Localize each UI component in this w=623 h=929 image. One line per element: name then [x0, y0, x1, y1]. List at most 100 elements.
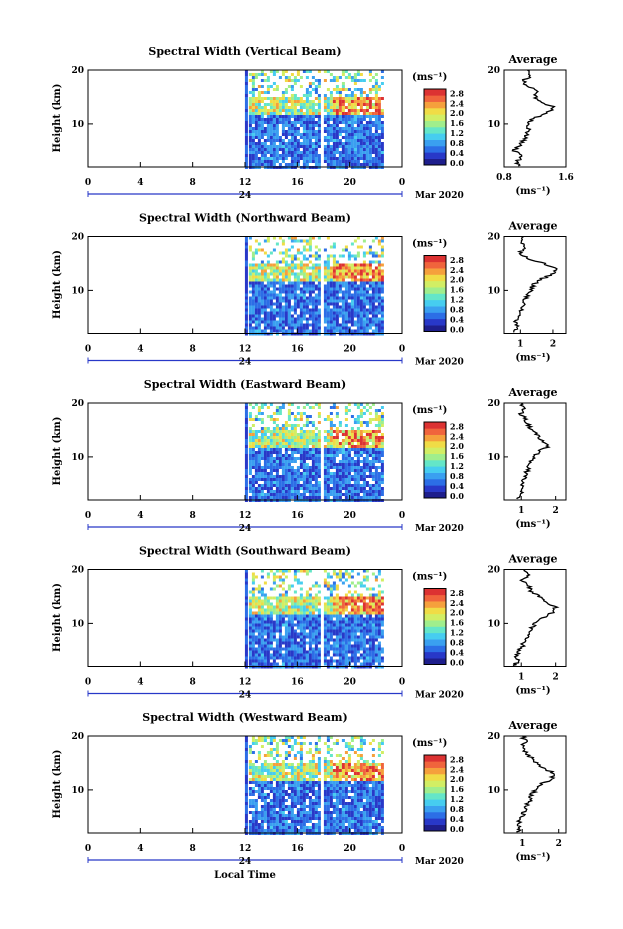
heatmap-cell [368, 599, 372, 603]
heatmap-cell [329, 157, 333, 160]
heatmap-cell [284, 623, 288, 627]
heatmap-cell [260, 275, 264, 279]
heatmap-cell [293, 484, 297, 487]
heatmap-cell [284, 569, 288, 573]
heatmap-cell [368, 79, 372, 82]
heatmap-cell [257, 656, 261, 660]
heatmap-cell [329, 448, 333, 451]
heatmap-cell [311, 160, 315, 163]
heatmap-cell [278, 614, 282, 618]
heatmap-cell [329, 103, 333, 106]
heatmap-cell [353, 263, 357, 267]
heatmap-cells [244, 403, 384, 502]
heatmap-cell [317, 293, 321, 297]
heatmap-cell [368, 115, 372, 118]
heatmap-cell [263, 484, 267, 487]
heatmap-cell [302, 445, 306, 448]
heatmap-cell [344, 281, 348, 285]
heatmap-cell [362, 275, 366, 279]
heatmap-cell [368, 317, 372, 321]
heatmap-cell [248, 302, 252, 306]
heatmap-cell [266, 599, 270, 603]
heatmap-cell [248, 281, 252, 285]
heatmap-cell [251, 121, 255, 124]
heatmap-cell [308, 94, 312, 97]
heatmap-cell [284, 109, 288, 112]
colorbar-segment [424, 485, 446, 492]
heatmap-cell [269, 463, 273, 466]
heatmap-cell [272, 463, 276, 466]
heatmap-cell [347, 266, 351, 270]
heatmap-cell [365, 454, 369, 457]
heatmap-cell [335, 145, 339, 148]
heatmap-cell [248, 436, 252, 439]
panel-3: Spectral Width (Eastward Beam)2010Height… [52, 378, 567, 534]
x-tick-label: 8 [190, 345, 196, 355]
heatmap-cell [344, 481, 348, 484]
heatmap-cell [257, 775, 261, 778]
heatmap-cell [251, 308, 255, 312]
heatmap-cell [365, 326, 369, 330]
heatmap-cell [272, 236, 276, 240]
heatmap-cell [374, 154, 378, 157]
heatmap-cell [254, 650, 258, 654]
heatmap-cell [341, 145, 345, 148]
day-tick-label: 24 [239, 191, 252, 201]
heatmap-cell [377, 106, 381, 109]
heatmap-cell [260, 484, 264, 487]
heatmap-cell [272, 320, 276, 324]
heatmap-cell [344, 620, 348, 624]
heatmap-cell [302, 290, 306, 294]
heatmap-cell [293, 493, 297, 496]
heatmap-cell [323, 284, 327, 288]
heatmap-cell [257, 451, 261, 454]
heatmap-cell [278, 490, 282, 493]
heatmap-cell [344, 148, 348, 151]
heatmap-cell [350, 157, 354, 160]
heatmap-cell [269, 445, 273, 448]
heatmap-cell [251, 596, 255, 600]
heatmap-cell [251, 587, 255, 591]
heatmap-cell [317, 635, 321, 639]
heatmap-cell [275, 154, 279, 157]
heatmap-cell [335, 632, 339, 636]
heatmap-cell [293, 290, 297, 294]
heatmap-cell [347, 611, 351, 615]
heatmap-cell [329, 275, 333, 279]
heatmap-cell [368, 272, 372, 276]
heatmap-cell [365, 629, 369, 633]
heatmap-cell [371, 484, 375, 487]
heatmap-cell [284, 575, 288, 579]
heatmap-cell [317, 124, 321, 127]
heatmap-cell [287, 284, 291, 288]
heatmap-cell [284, 436, 288, 439]
heatmap-cell [302, 650, 306, 654]
heatmap-cell [287, 133, 291, 136]
heatmap-cell [257, 163, 261, 166]
heatmap-cell [359, 121, 363, 124]
heatmap-cell [350, 154, 354, 157]
heatmap-cell [244, 317, 248, 321]
heatmap-cell [248, 605, 252, 609]
heatmap-cell [287, 308, 291, 312]
heatmap-cell [287, 430, 291, 433]
heatmap-cell [374, 148, 378, 151]
heatmap-cell [244, 112, 248, 115]
heatmap-cell [338, 139, 342, 142]
heatmap-cell [326, 109, 330, 112]
heatmap-cell [260, 421, 264, 424]
heatmap-cell [263, 73, 267, 76]
heatmap-cell [311, 148, 315, 151]
heatmap-cell [299, 124, 303, 127]
heatmap-cell [332, 487, 336, 490]
heatmap-cell [347, 130, 351, 133]
heatmap-cell [362, 466, 366, 469]
heatmap-cell [290, 88, 294, 91]
heatmap-cell [314, 112, 318, 115]
heatmap-cell [353, 445, 357, 448]
heatmap-cell [281, 127, 285, 130]
heatmap-cell [302, 317, 306, 321]
heatmap-cell [272, 308, 276, 312]
heatmap-cell [362, 611, 366, 615]
heatmap-cell [272, 448, 276, 451]
